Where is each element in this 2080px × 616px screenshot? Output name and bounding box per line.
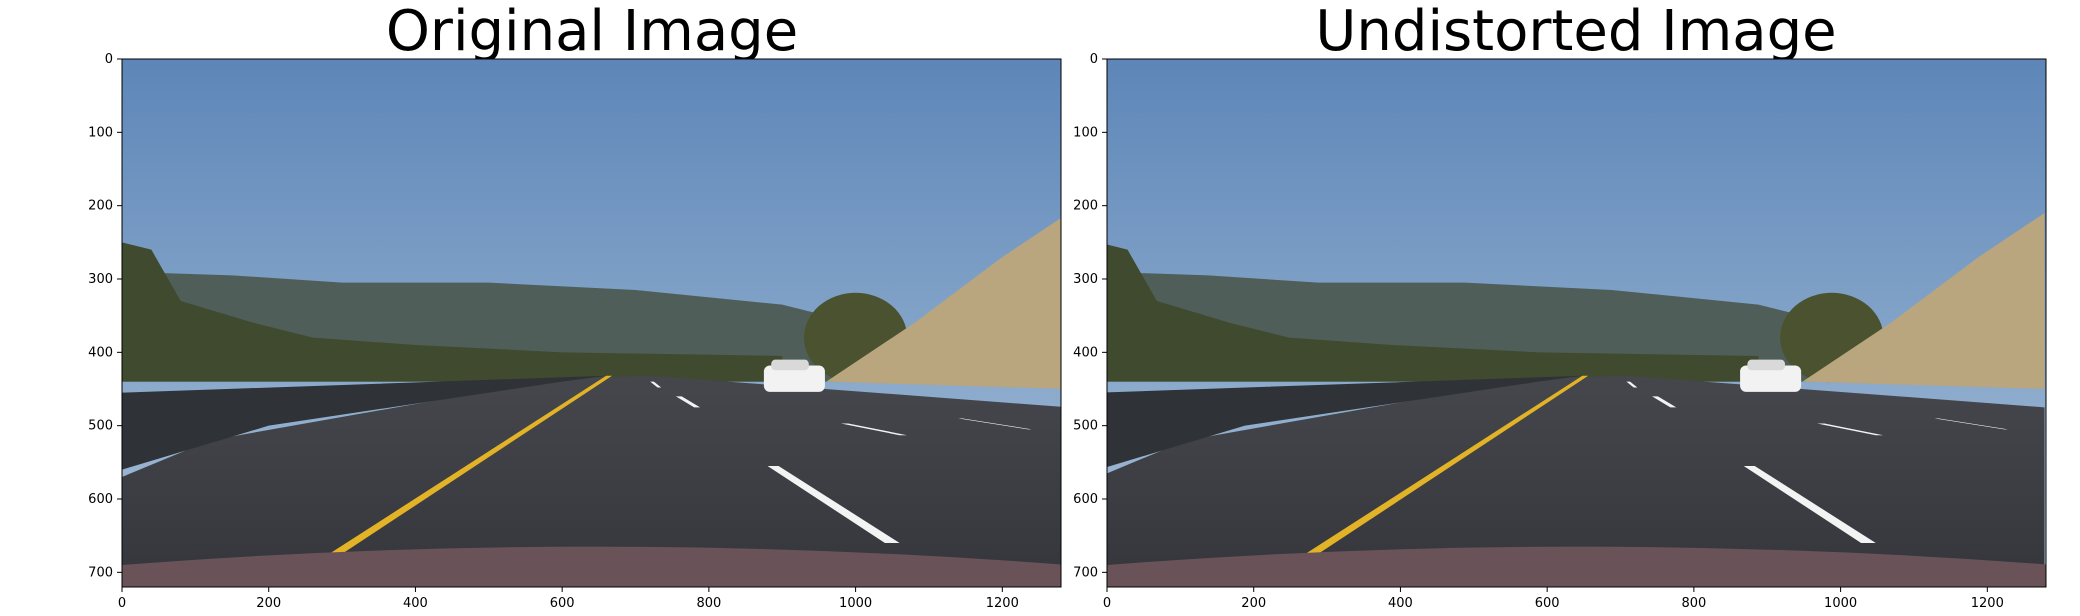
x-tick-label: 600 <box>1535 596 1560 611</box>
image-axes: 0 200 400 600 800 1000 1200 0 100 200 300 400 500 600… <box>1073 52 2047 611</box>
white-car <box>763 359 825 392</box>
y-tick-label: 200 <box>88 199 113 214</box>
white-lane-dash <box>1934 418 2008 430</box>
y-tick-label: 600 <box>1073 492 1098 507</box>
axes-frame <box>1106 58 2047 588</box>
white-lane-dash <box>1743 466 1876 543</box>
x-tick-label: 200 <box>256 596 281 611</box>
y-tick-label: 400 <box>1073 345 1098 360</box>
x-tick-label: 400 <box>1388 596 1413 611</box>
y-tick-label: 700 <box>1073 565 1098 580</box>
white-lane-dash <box>767 466 900 543</box>
trees <box>1107 244 1759 382</box>
photo <box>122 59 1061 587</box>
y-tick-label: 200 <box>1073 199 1098 214</box>
y-tick-label: 600 <box>88 492 113 507</box>
car-hood <box>1107 546 2046 587</box>
image-axes: 0 200 400 600 800 1000 1200 0 100 200 300 400 500 600… <box>88 52 1062 611</box>
road <box>122 375 1061 587</box>
car-hood <box>122 546 1061 587</box>
y-tick-label: 500 <box>1073 419 1098 434</box>
x-tick-label: 0 <box>1103 596 1111 611</box>
panel-original: Original Image 0 200 400 600 800 1000 1200 0 100… <box>0 0 1062 616</box>
y-tick-label: 100 <box>88 125 113 140</box>
photo <box>1107 59 2046 587</box>
white-lane-dash <box>1817 423 1884 436</box>
y-tick-label: 300 <box>1073 272 1098 287</box>
x-tick-label: 1000 <box>839 596 872 611</box>
y-tick-label: 700 <box>88 565 113 580</box>
y-tick-label: 0 <box>105 52 113 67</box>
yellow-lane-line <box>1290 375 1589 564</box>
x-tick-label: 400 <box>403 596 428 611</box>
white-car <box>1740 359 1802 392</box>
barrier-wall <box>1107 375 1583 468</box>
yellow-lane-line <box>314 375 613 564</box>
x-tick-label: 800 <box>696 596 721 611</box>
x-tick-label: 1000 <box>1824 596 1857 611</box>
y-tick-label: 500 <box>88 419 113 434</box>
trees <box>122 242 783 382</box>
y-tick-label: 0 <box>1090 52 1098 67</box>
white-lane-dash <box>650 381 662 388</box>
panel-title: Undistorted Image <box>1315 0 1837 64</box>
x-tick-label: 800 <box>1681 596 1706 611</box>
y-tick-label: 300 <box>88 272 113 287</box>
x-tick-label: 1200 <box>986 596 1019 611</box>
barrier-wall <box>122 375 607 470</box>
x-tick-label: 0 <box>118 596 126 611</box>
y-tick-label: 100 <box>1073 125 1098 140</box>
panel-undistorted: Undistorted Image 0 200 400 600 800 1000 1200 0… <box>1040 0 2047 616</box>
panel-title: Original Image <box>385 0 799 64</box>
white-lane-dash <box>958 418 1032 430</box>
white-lane-dash <box>1626 381 1638 388</box>
x-tick-label: 1200 <box>1971 596 2004 611</box>
dry-hill <box>1802 213 2045 389</box>
white-lane-dash <box>1652 396 1677 408</box>
dry-hill <box>826 217 1061 389</box>
white-lane-dash <box>675 396 701 408</box>
x-tick-label: 600 <box>550 596 575 611</box>
white-lane-dash <box>840 423 907 436</box>
x-tick-label: 200 <box>1241 596 1266 611</box>
axes-frame <box>121 58 1062 588</box>
y-tick-label: 400 <box>88 345 113 360</box>
